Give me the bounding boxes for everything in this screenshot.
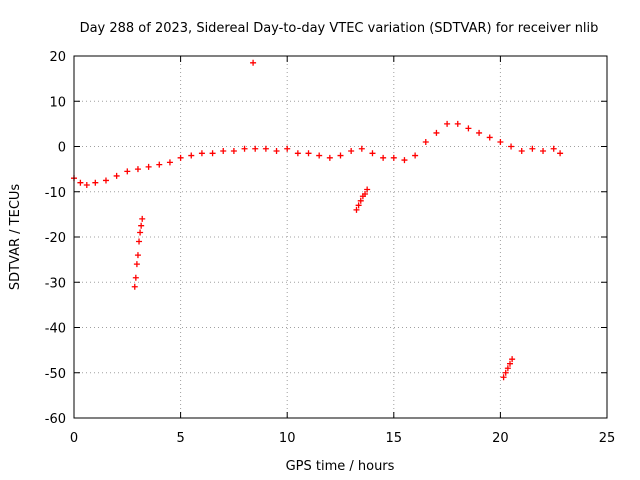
data-point — [145, 163, 152, 170]
data-point — [92, 179, 99, 186]
data-point — [508, 143, 515, 150]
data-point — [137, 229, 144, 236]
grid-lines — [73, 55, 608, 419]
y-tick-label: -60 — [45, 412, 66, 427]
data-point — [139, 215, 146, 222]
data-point — [262, 145, 269, 152]
data-points — [71, 59, 564, 381]
data-point — [138, 222, 145, 229]
data-point — [326, 154, 333, 161]
data-point — [337, 152, 344, 159]
data-point — [250, 59, 257, 66]
y-tick-label: -30 — [45, 276, 66, 291]
data-point — [273, 148, 280, 155]
x-axis-label: GPS time / hours — [286, 459, 395, 474]
data-point — [241, 145, 248, 152]
data-point — [497, 138, 504, 145]
data-point — [133, 261, 140, 268]
x-tick-label: 5 — [176, 431, 184, 446]
y-tick-label: 0 — [58, 141, 66, 156]
y-tick-label: 20 — [49, 50, 66, 65]
data-point — [188, 152, 195, 159]
data-point — [518, 148, 525, 155]
data-point — [444, 120, 451, 127]
data-point — [476, 129, 483, 136]
chart-title: Day 288 of 2023, Sidereal Day-to-day VTE… — [80, 21, 599, 36]
data-point — [529, 145, 536, 152]
data-point — [362, 191, 369, 198]
x-tick-label: 10 — [279, 431, 296, 446]
data-point — [124, 168, 131, 175]
data-point — [230, 148, 237, 155]
data-point — [177, 154, 184, 161]
data-point — [348, 148, 355, 155]
data-point — [550, 145, 557, 152]
data-point — [305, 150, 312, 157]
data-point — [136, 238, 143, 245]
x-tick-label: 25 — [599, 431, 616, 446]
data-point — [540, 148, 547, 155]
data-point — [369, 150, 376, 157]
data-point — [353, 206, 360, 213]
data-point — [433, 129, 440, 136]
data-point — [134, 252, 141, 259]
data-point — [113, 172, 120, 179]
data-point — [220, 148, 227, 155]
data-point — [486, 134, 493, 141]
data-point — [198, 150, 205, 157]
y-tick-label: -10 — [45, 186, 66, 201]
data-point — [166, 159, 173, 166]
y-tick-label: -50 — [45, 367, 66, 382]
data-point — [422, 138, 429, 145]
data-point — [131, 283, 138, 290]
data-point — [294, 150, 301, 157]
data-point — [390, 154, 397, 161]
data-point — [401, 157, 408, 164]
data-point — [358, 145, 365, 152]
data-point — [357, 197, 364, 204]
x-tick-label: 0 — [70, 431, 78, 446]
plot-frame — [73, 55, 608, 419]
data-point — [284, 145, 291, 152]
data-point — [509, 356, 516, 363]
data-point — [355, 202, 362, 209]
data-point — [557, 150, 564, 157]
data-point — [134, 166, 141, 173]
y-tick-label: -40 — [45, 322, 66, 337]
data-point — [77, 179, 84, 186]
data-point — [316, 152, 323, 159]
data-point — [102, 177, 109, 184]
data-point — [502, 369, 509, 376]
data-point — [132, 274, 139, 281]
y-axis-label: SDTVAR / TECUs — [8, 184, 23, 291]
data-point — [506, 360, 513, 367]
data-point — [364, 186, 371, 193]
x-tick-label: 20 — [492, 431, 509, 446]
x-tick-labels: 0 5 10 15 20 25 — [70, 431, 615, 446]
data-point — [156, 161, 163, 168]
data-point — [252, 145, 259, 152]
y-tick-label: -20 — [45, 231, 66, 246]
y-tick-label: 10 — [49, 95, 66, 110]
data-point — [83, 181, 90, 188]
data-point — [504, 365, 511, 372]
data-point — [465, 125, 472, 132]
x-tick-label: 15 — [386, 431, 403, 446]
data-point — [500, 374, 507, 381]
data-point — [209, 150, 216, 157]
data-point — [380, 154, 387, 161]
y-tick-labels: 20 10 0 -10 -20 -30 -40 -50 -60 — [45, 50, 66, 427]
data-point — [454, 120, 461, 127]
data-point — [412, 152, 419, 159]
